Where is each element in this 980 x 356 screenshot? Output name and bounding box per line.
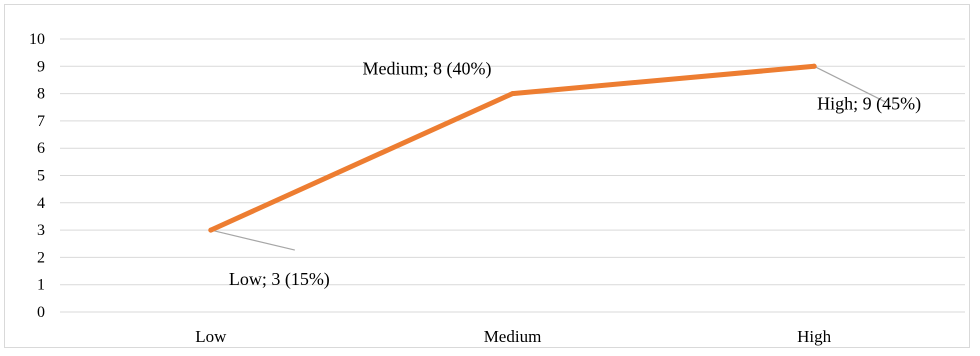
y-tick-label: 2	[37, 249, 45, 266]
y-tick-label: 10	[29, 31, 45, 48]
leader-line	[813, 65, 887, 103]
data-label-leader-lines	[210, 65, 887, 251]
data-label: Low; 3 (15%)	[229, 269, 330, 290]
data-labels: Low; 3 (15%) Medium; 8 (40%) High; 9 (45%)	[229, 59, 921, 291]
y-tick-label: 0	[37, 304, 45, 321]
data-point	[510, 91, 515, 97]
y-tick-label: 9	[37, 58, 45, 75]
y-tick-label: 3	[37, 222, 45, 239]
y-axis-tick-labels: 0 1 2 3 4 5 6 7 8 9 10	[29, 31, 45, 321]
y-tick-label: 6	[37, 140, 45, 157]
x-axis-tick-labels: Low Medium High	[195, 327, 831, 346]
y-tick-label: 1	[37, 277, 45, 294]
y-tick-label: 8	[37, 86, 45, 103]
data-point	[811, 63, 817, 69]
data-label: Medium; 8 (40%)	[363, 59, 492, 80]
series-layer	[208, 63, 817, 233]
x-tick-label: Low	[195, 327, 227, 346]
gridlines	[60, 38, 965, 313]
x-tick-label: Medium	[484, 327, 542, 346]
y-tick-label: 5	[37, 168, 45, 185]
data-point	[208, 227, 214, 233]
chart-area: 0 1 2 3 4 5 6 7 8 9 10 Low Medium High Low; 3 (15%) M…	[4, 4, 970, 348]
x-tick-label: High	[797, 327, 832, 346]
data-label: High; 9 (45%)	[817, 93, 921, 114]
y-tick-label: 4	[37, 195, 45, 212]
line-chart: 0 1 2 3 4 5 6 7 8 9 10 Low Medium High Low; 3 (15%) M…	[29, 31, 965, 346]
y-tick-label: 7	[37, 113, 45, 130]
leader-line	[210, 229, 295, 251]
